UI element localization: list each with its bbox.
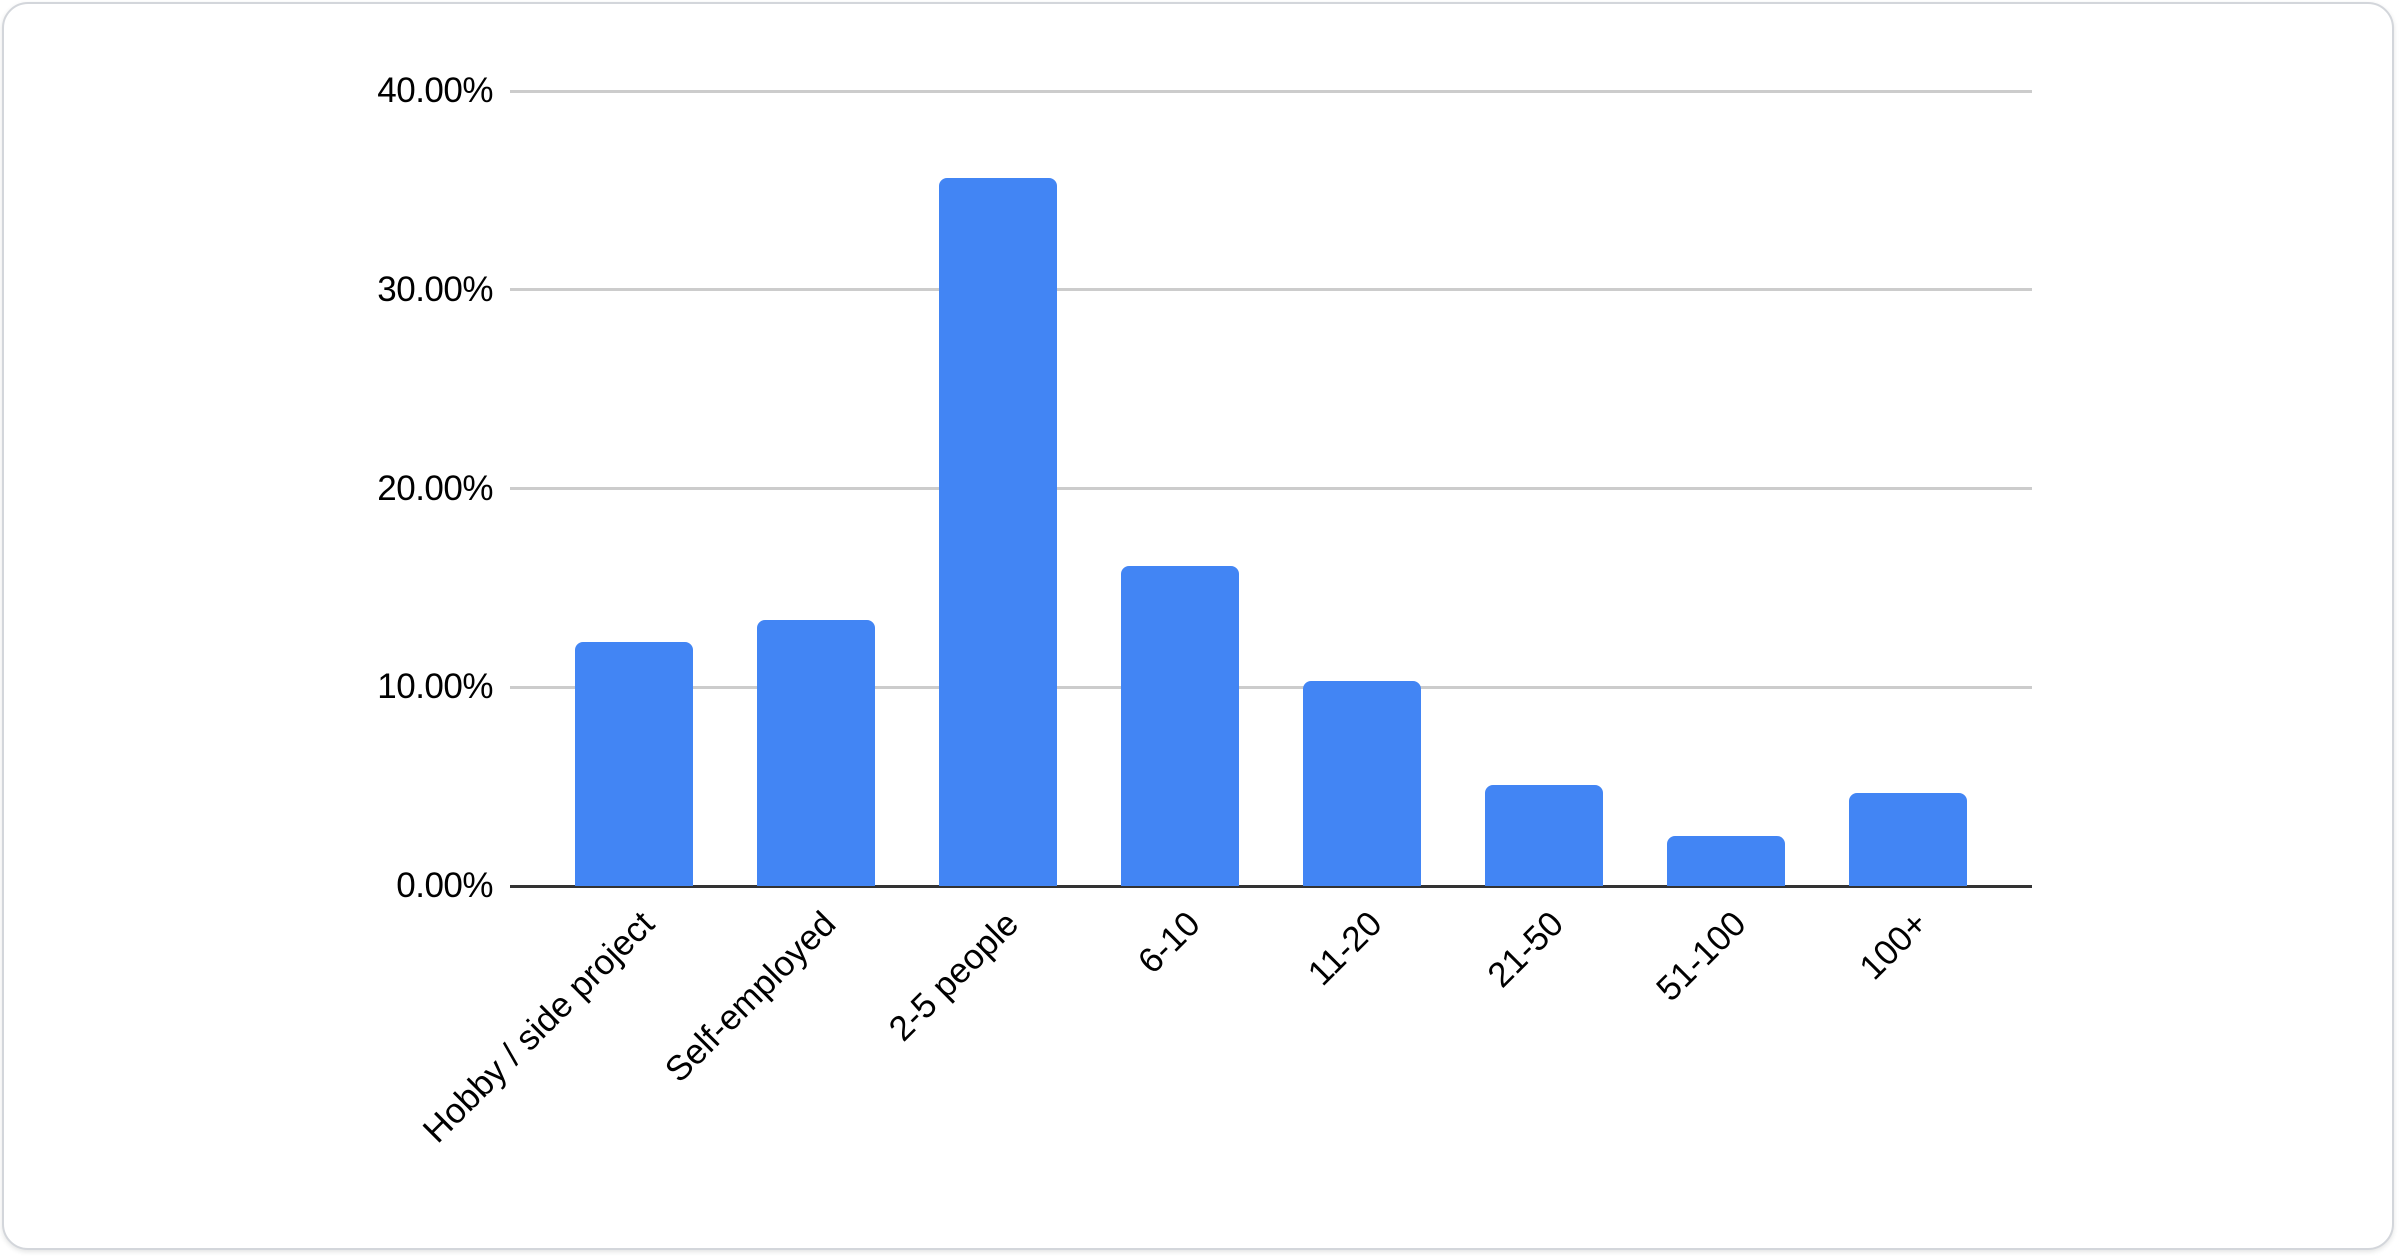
x-tick-label: 11-20 (1300, 904, 1390, 994)
bar-hobby-side-project[interactable] (575, 641, 693, 886)
bar-11-20[interactable] (1303, 681, 1421, 886)
bar-slot: Hobby / side project (415, 91, 725, 1150)
y-tick-label: 30.00% (377, 269, 493, 309)
gridline (510, 288, 2032, 292)
x-tick-label: Hobby / side project (415, 904, 662, 1151)
bar-slot: 51-100 (1635, 91, 1817, 1009)
bar-slot: 21-50 (1453, 91, 1635, 995)
bar-slot: 2-5 people (881, 91, 1089, 1049)
bar-51-100[interactable] (1667, 836, 1785, 886)
y-tick-label: 40.00% (377, 71, 493, 110)
bar-6-10[interactable] (1121, 566, 1239, 886)
x-tick-label: 6-10 (1130, 904, 1208, 982)
y-axis: 40.00% 30.00% 20.00% 10.00% 0.00% (0, 71, 493, 905)
x-tick-label: 21-50 (1480, 904, 1572, 995)
y-tick-label: 10.00% (377, 667, 493, 707)
x-tick-label: 100+ (1852, 904, 1936, 988)
bar-21-50[interactable] (1485, 784, 1603, 886)
bar-slot: 11-20 (1271, 91, 1453, 993)
x-tick-label: 2-5 people (881, 904, 1026, 1049)
gridline (510, 487, 2032, 490)
bar-slot: 6-10 (1089, 91, 1271, 981)
x-axis-baseline (510, 884, 2032, 888)
bar-group: Hobby / side project Self-employed 2-5 peo… (415, 91, 1999, 1150)
y-tick-label: 20.00% (377, 468, 493, 508)
bar-slot: 100+ (1817, 91, 1999, 987)
x-tick-label: Self-employed (657, 904, 844, 1090)
bar-self-employed[interactable] (757, 619, 875, 886)
gridline (510, 89, 2032, 93)
bar-2-5-people[interactable] (939, 178, 1057, 886)
gridline (510, 685, 2032, 689)
bar-slot: Self-employed (658, 91, 907, 1090)
y-tick-label: 0.00% (396, 866, 493, 905)
bar-100[interactable] (1849, 792, 1967, 886)
x-tick-label: 51-100 (1648, 904, 1754, 1009)
plot-area: Hobby / side project Self-employed 2-5 peo… (415, 89, 2032, 1150)
